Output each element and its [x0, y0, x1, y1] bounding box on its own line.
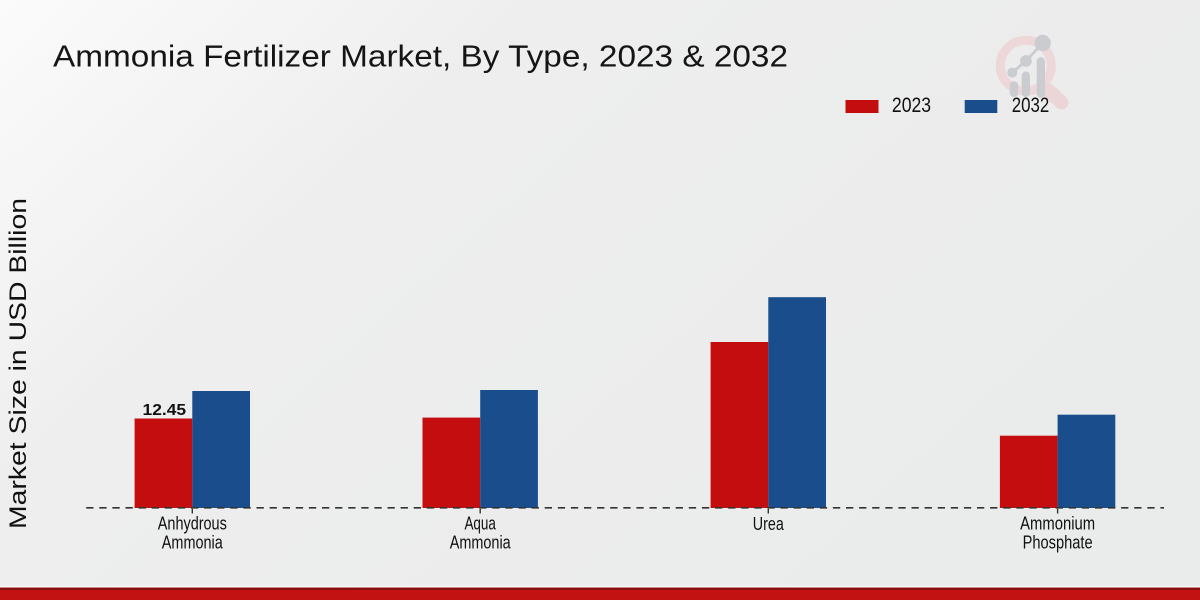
- svg-text:2032: 2032: [1012, 94, 1050, 117]
- svg-text:Market Size in USD Billion: Market Size in USD Billion: [5, 198, 32, 529]
- svg-text:Urea: Urea: [753, 514, 785, 534]
- svg-text:Ammonium: Ammonium: [1020, 514, 1095, 534]
- svg-text:2023: 2023: [892, 94, 931, 117]
- svg-text:Aqua: Aqua: [464, 514, 496, 534]
- svg-text:Ammonia: Ammonia: [162, 533, 224, 553]
- svg-text:Phosphate: Phosphate: [1023, 533, 1093, 553]
- svg-text:Anhydrous: Anhydrous: [158, 514, 227, 534]
- svg-text:Ammonia: Ammonia: [450, 533, 512, 553]
- svg-text:Ammonia Fertilizer Market, By: Ammonia Fertilizer Market, By Type, 2023…: [53, 38, 788, 73]
- svg-text:12.45: 12.45: [143, 402, 187, 419]
